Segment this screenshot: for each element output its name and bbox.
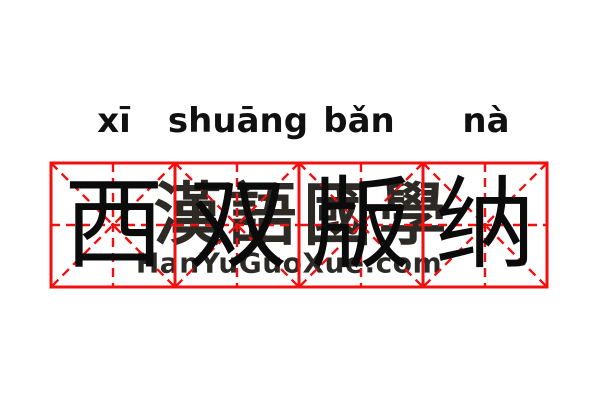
grid-cell-4 (422, 162, 548, 288)
pinyin-syllable-1: xī (97, 101, 131, 141)
grid-cell-3 (298, 162, 424, 288)
grid-cell-1 (50, 162, 176, 288)
hanzi-char-4: 纳 (435, 166, 535, 283)
pinyin-syllable-3: bǎn (323, 101, 395, 141)
hanzi-char-1: 西 (64, 166, 164, 283)
pinyin-syllable-4: nà (462, 101, 510, 141)
grid-borders (49, 161, 549, 289)
grid-cell-2 (174, 162, 300, 288)
practice-grid (49, 161, 549, 289)
pinyin-syllable-2: shuāng (167, 101, 309, 141)
hanzi-char-3: 版 (311, 166, 411, 283)
hanzi-char-2: 双 (188, 166, 288, 283)
